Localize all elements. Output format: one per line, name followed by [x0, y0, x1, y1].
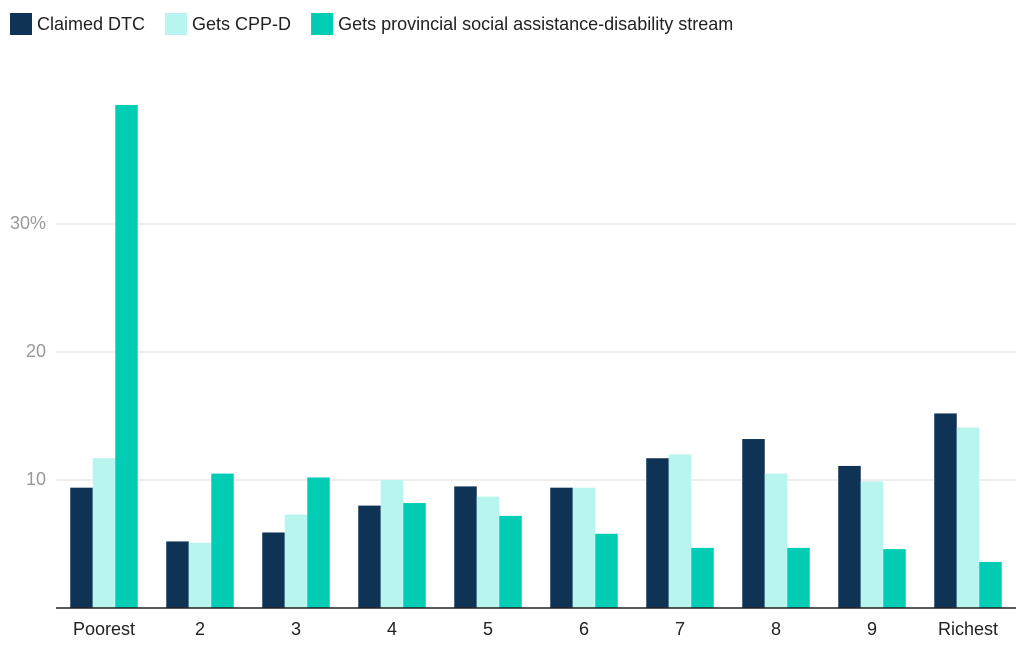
x-tick-label: 8 [771, 619, 781, 639]
bar [979, 561, 1002, 608]
bar [691, 547, 714, 608]
bar [380, 480, 404, 608]
bar [476, 496, 500, 608]
bar [284, 514, 308, 608]
legend-swatch [10, 13, 32, 35]
legend-swatch [165, 13, 188, 35]
x-tick-label: 5 [483, 619, 493, 639]
legend-label: Gets provincial social assistance-disabi… [338, 14, 733, 34]
bar [262, 532, 285, 608]
bar [787, 547, 810, 608]
bar [403, 503, 426, 608]
bar [595, 533, 618, 608]
x-tick-label: Poorest [73, 619, 135, 639]
x-tick-label: 3 [291, 619, 301, 639]
bar [115, 104, 138, 609]
bar [764, 473, 788, 608]
bar [358, 505, 381, 608]
bar [188, 542, 212, 608]
bar [860, 481, 884, 608]
bar [646, 458, 669, 608]
bar [454, 486, 477, 608]
x-tick-label: 4 [387, 619, 397, 639]
bar [499, 515, 522, 608]
legend-label: Claimed DTC [37, 14, 145, 34]
bar [166, 541, 189, 608]
bar [934, 413, 957, 608]
y-tick-label: 20 [26, 341, 46, 361]
y-tick-label: 30% [10, 213, 46, 233]
bar [307, 477, 330, 608]
x-tick-label: 9 [867, 619, 877, 639]
x-tick-label: 2 [195, 619, 205, 639]
x-tick-label: 6 [579, 619, 589, 639]
bar [668, 454, 692, 608]
bar [550, 487, 573, 608]
x-tick-label: 7 [675, 619, 685, 639]
y-tick-label: 10 [26, 469, 46, 489]
legend-label: Gets CPP-D [192, 14, 291, 34]
bar [572, 487, 596, 608]
legend-swatch [311, 13, 334, 35]
bar [838, 465, 861, 608]
bar [742, 439, 765, 608]
bar [211, 473, 234, 608]
bar [92, 458, 116, 608]
x-tick-label: Richest [938, 619, 998, 639]
bar [70, 487, 93, 608]
bar [956, 427, 980, 608]
bar [883, 549, 906, 608]
